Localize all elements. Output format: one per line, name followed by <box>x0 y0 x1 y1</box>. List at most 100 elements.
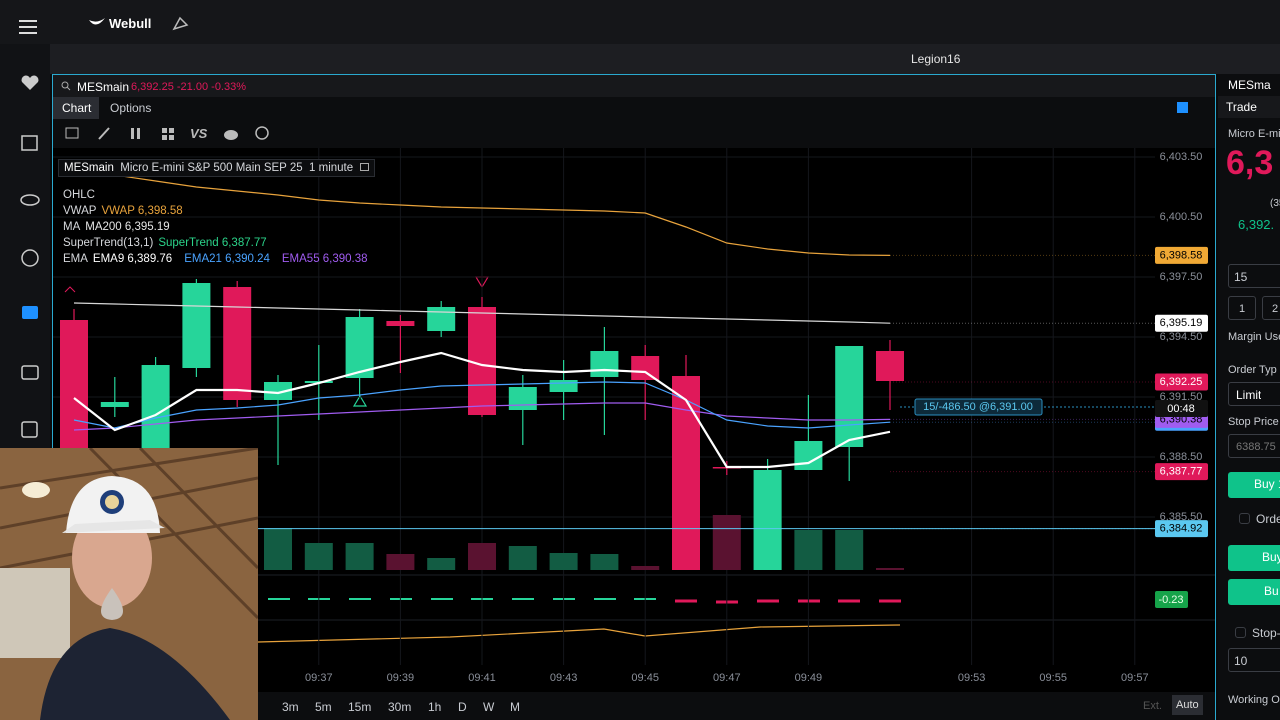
tool-layout[interactable] <box>162 128 167 133</box>
y-tick-label: 6,397.50 <box>1160 271 1203 283</box>
legend-value: EMA55 6,390.38 <box>281 253 368 265</box>
signal-up <box>352 394 368 407</box>
candle-body <box>549 380 578 392</box>
volume-bar <box>345 543 374 570</box>
buy-button[interactable]: Bu <box>1228 579 1280 605</box>
indicator-tag <box>1155 591 1188 608</box>
candle-body <box>264 382 292 400</box>
brand-logo <box>89 18 105 25</box>
legend-interval: 1 minute <box>309 162 354 174</box>
menu-icon[interactable] <box>19 20 39 36</box>
candle-body <box>386 321 415 326</box>
price-tag <box>1155 463 1208 481</box>
legend-group: VWAP <box>63 205 97 217</box>
watchlist-icon[interactable] <box>21 75 39 90</box>
x-tick-label: 09:41 <box>468 672 496 684</box>
trade-panel: MESma Trade Micro E-mi 6,3 (35) 6,392. 1… <box>1218 74 1280 720</box>
timeframe-button[interactable]: D <box>458 700 467 714</box>
qty-value: 15 <box>1234 270 1248 284</box>
announce-icon[interactable] <box>172 15 190 31</box>
candle-body <box>427 307 456 331</box>
layout-badge[interactable] <box>1177 102 1188 113</box>
tab-bar: Chart Options <box>53 97 1215 119</box>
auto-toggle[interactable]: Auto <box>1172 695 1203 715</box>
stop-input[interactable] <box>1228 434 1280 458</box>
timeframe-button[interactable]: 30m <box>388 700 412 714</box>
tool-vs[interactable]: VS <box>190 126 208 141</box>
order-type-value: Limit <box>1236 388 1262 402</box>
signal-mark <box>64 286 76 293</box>
legend-group: EMA <box>63 253 88 265</box>
toolbar: VS <box>53 119 1215 148</box>
legend-group: SuperTrend(13,1) <box>63 237 154 249</box>
qty-button[interactable] <box>1262 296 1280 320</box>
candle-body <box>876 351 904 381</box>
legend-value: VWAP 6,398.58 <box>101 205 183 217</box>
indicator-dashes <box>268 598 901 604</box>
ext-toggle[interactable]: Ext. <box>1143 700 1162 712</box>
candle-body <box>223 287 252 400</box>
brand: Webull <box>109 16 152 31</box>
qty-button[interactable] <box>1228 296 1256 320</box>
order-checkbox[interactable] <box>1239 513 1250 524</box>
x-tick-label: 09:53 <box>958 672 986 684</box>
buy-button[interactable]: Buy 1 <box>1228 472 1280 498</box>
account-icon[interactable] <box>21 365 39 380</box>
indicator-line <box>73 169 891 256</box>
candle-body <box>60 320 88 450</box>
trade-tab[interactable]: Trade <box>1218 96 1280 118</box>
timeframe-button[interactable]: 1h <box>428 700 442 714</box>
legend-menu[interactable] <box>359 163 369 171</box>
market-icon[interactable] <box>21 249 39 267</box>
legend-value: MA200 6,395.19 <box>85 221 170 233</box>
candle-body <box>345 317 374 378</box>
x-tick-label: 09:45 <box>631 672 659 684</box>
timeframe-button[interactable]: 15m <box>348 700 372 714</box>
price-tag <box>1155 373 1208 391</box>
tool-type[interactable] <box>65 127 79 139</box>
x-tick-label: 09:57 <box>1121 672 1149 684</box>
timeframe-button[interactable]: 3m <box>282 700 299 714</box>
volume-bar <box>549 553 578 570</box>
search-icon[interactable] <box>61 81 71 91</box>
tab-chart[interactable]: Chart <box>53 97 99 119</box>
price-tag <box>1155 314 1208 332</box>
qty-button-label: 2 <box>1272 303 1279 315</box>
timeframe-button[interactable]: W <box>483 700 495 714</box>
tool-compare[interactable] <box>131 128 134 139</box>
bid-price: 6,392. <box>1238 217 1275 232</box>
header-quote: 6,392.25 -21.00 -0.33% <box>131 81 246 93</box>
order-type-label: Order Typ <box>1228 364 1277 376</box>
explore-icon[interactable] <box>20 194 40 206</box>
stop-loss-checkbox[interactable] <box>1235 627 1246 638</box>
tool-cloud[interactable] <box>224 130 238 140</box>
qty-input[interactable] <box>1228 264 1280 288</box>
indicator-line <box>73 402 891 431</box>
buy-button[interactable]: Buy <box>1228 545 1280 571</box>
tool-icons: VS <box>65 126 269 141</box>
chart-icon[interactable] <box>21 135 38 151</box>
price-tag <box>1155 246 1208 264</box>
trade-icon[interactable] <box>22 306 38 319</box>
window-bar: Legion16 <box>50 44 1280 74</box>
sidebar-icons <box>20 75 40 438</box>
cash-icon[interactable] <box>21 421 38 438</box>
timeframe-button[interactable]: M <box>510 700 520 714</box>
candle-body <box>794 441 823 470</box>
volume-bar <box>264 528 292 570</box>
tool-draw[interactable] <box>98 127 110 140</box>
price-tag <box>1155 520 1208 538</box>
legend-value: EMA9 6,389.76 <box>92 253 173 265</box>
stop-loss-input[interactable] <box>1228 648 1280 672</box>
legend-row: MA MA200 6,395.19 <box>63 221 380 233</box>
timeframe-button[interactable]: 5m <box>315 700 332 714</box>
tab-options[interactable]: Options <box>110 101 152 115</box>
tool-settings[interactable] <box>255 126 269 140</box>
timeframe-bar: Ext. Auto 3m 5m 15m 30m 1h D W M <box>258 692 1215 720</box>
indicator-line <box>73 351 891 469</box>
chart-header: MESmain 6,392.25 -21.00 -0.33% <box>53 75 1215 97</box>
header-price: 6,392.25 <box>131 81 174 93</box>
countdown: 00:48 <box>1167 403 1195 415</box>
order-type-select[interactable] <box>1228 382 1280 406</box>
